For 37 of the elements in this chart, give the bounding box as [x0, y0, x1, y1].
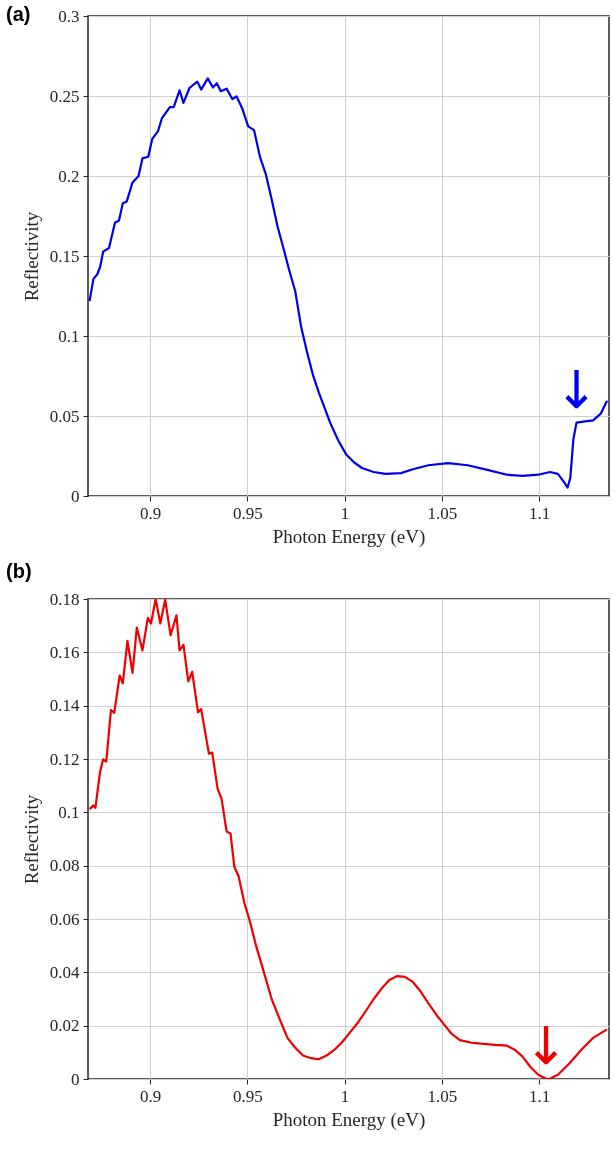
y-tick-label: 0.2 — [58, 166, 80, 186]
y-tick-label: 0 — [71, 1069, 80, 1089]
y-tick-label: 0.06 — [49, 909, 80, 929]
x-tick-label: 1 — [340, 503, 350, 523]
y-tick-label: 0.08 — [49, 856, 80, 876]
y-tick-label: 0.18 — [49, 589, 80, 609]
line-series — [88, 599, 609, 1079]
line-series — [88, 77, 609, 489]
y-tick-label: 0.04 — [49, 962, 80, 982]
x-tick-label: 0.9 — [140, 503, 162, 523]
x-tick-label: 0.95 — [233, 1086, 263, 1106]
annotation: ↓ — [554, 359, 599, 420]
y-tick-label: 0.14 — [49, 696, 80, 716]
x-tick-label: 1.05 — [427, 503, 458, 523]
y-tick-label: 0.12 — [49, 749, 80, 769]
y-axis-title: Reflectivity — [20, 794, 42, 885]
x-tick-label: 0.95 — [233, 503, 263, 523]
y-tick-label: 0.16 — [49, 642, 80, 662]
x-tick-label: 1.1 — [528, 1086, 551, 1106]
y-tick-label: 0 — [71, 486, 80, 506]
x-tick-label: 1.1 — [528, 503, 551, 523]
x-tick-label: 1 — [340, 1086, 350, 1106]
x-tick-label: 1.05 — [427, 1086, 458, 1106]
chart-title: (b) — [6, 560, 32, 582]
x-tick-label: 0.9 — [140, 1086, 162, 1106]
y-tick-label: 0.1 — [58, 326, 80, 346]
y-tick-label: 0.02 — [49, 1016, 80, 1036]
y-tick-label: 0.3 — [58, 6, 80, 26]
chart-title: (a) — [6, 3, 31, 25]
y-tick-label: 0.15 — [49, 246, 80, 266]
y-tick-label: 0.05 — [49, 406, 80, 426]
x-axis-title: Photon Energy (eV) — [272, 525, 426, 548]
annotation: ↓ — [524, 1015, 568, 1076]
x-axis-title: Photon Energy (eV) — [272, 1108, 426, 1131]
y-tick-label: 0.25 — [49, 86, 80, 106]
y-tick-label: 0.1 — [58, 802, 80, 822]
y-axis-title: Reflectivity — [20, 211, 42, 302]
